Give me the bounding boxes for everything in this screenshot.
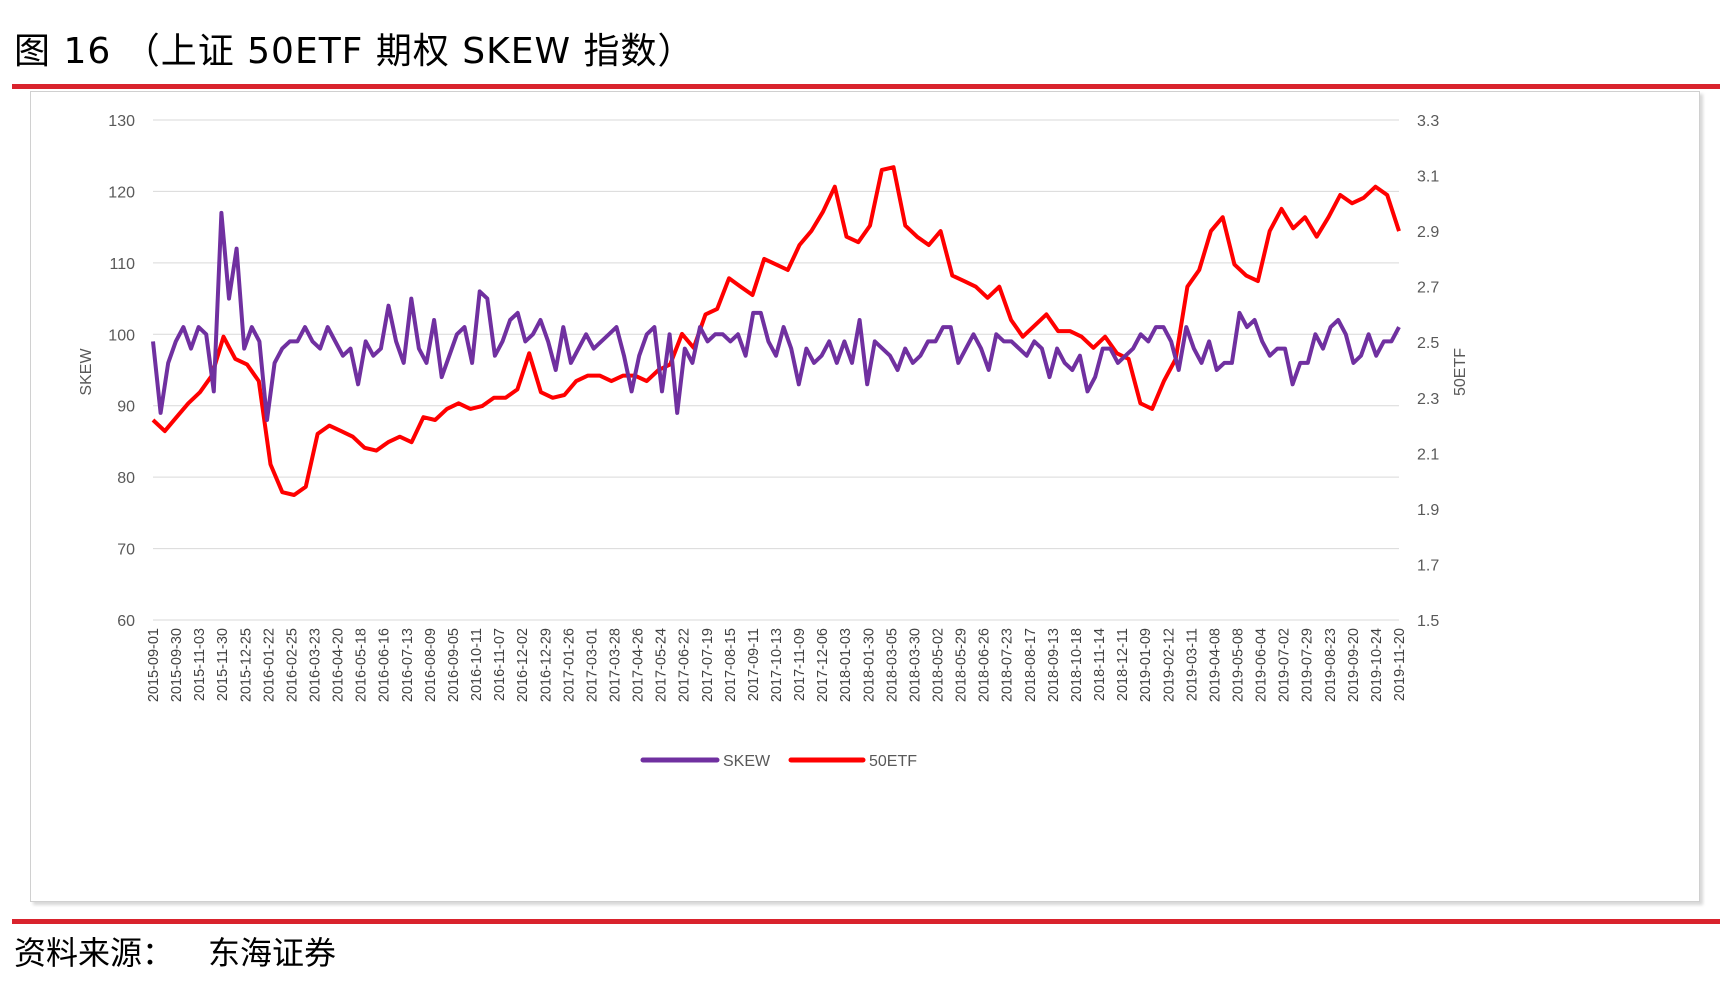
x-tick-label: 2018-05-02 <box>931 628 947 702</box>
legend-label-skew: SKEW <box>723 753 771 770</box>
x-tick-label: 2016-05-18 <box>354 628 370 702</box>
x-tick-label: 2019-11-20 <box>1392 628 1408 701</box>
right-y-tick-label: 3.3 <box>1417 113 1439 130</box>
legend: SKEW 50ETF <box>640 753 917 770</box>
x-tick-label: 2016-07-13 <box>400 628 416 702</box>
right-y-tick-label: 1.7 <box>1417 557 1439 574</box>
series-line-skew <box>151 210 1401 422</box>
left-y-tick-label: 70 <box>117 542 135 559</box>
x-tick-label: 2016-09-05 <box>446 628 462 702</box>
series-lines <box>151 165 1401 497</box>
right-y-tick-label: 2.9 <box>1417 224 1439 241</box>
x-tick-label: 2019-05-08 <box>1230 628 1246 702</box>
x-tick-label: 2019-10-24 <box>1369 628 1385 702</box>
x-tick-label: 2015-11-03 <box>192 628 208 701</box>
right-y-tick-label: 1.5 <box>1417 613 1439 630</box>
x-tick-label: 2018-03-30 <box>907 628 923 702</box>
x-tick-label: 2017-03-28 <box>607 628 623 702</box>
x-tick-label: 2017-06-22 <box>677 628 693 702</box>
x-tick-label: 2017-07-19 <box>700 628 716 702</box>
x-tick-label: 2016-04-20 <box>331 628 347 702</box>
left-y-tick-label: 60 <box>117 613 135 630</box>
x-tick-label: 2016-11-07 <box>492 628 508 701</box>
x-tick-label: 2018-12-11 <box>1115 628 1131 701</box>
left-y-tick-label: 110 <box>109 256 135 273</box>
left-y-tick-label: 90 <box>117 399 135 416</box>
x-tick-label: 2015-09-01 <box>146 628 162 702</box>
x-tick-label: 2018-08-17 <box>1023 628 1039 702</box>
x-tick-label: 2018-01-30 <box>861 628 877 702</box>
x-tick-label: 2019-07-29 <box>1300 628 1316 702</box>
right-y-tick-label: 3.1 <box>1417 169 1439 186</box>
chart-container: 60 70 80 90 100 110 120 130 1.5 1.7 1.9 2.1 2.3 2.5 2… <box>30 91 1700 902</box>
series-line-50etf <box>151 165 1401 497</box>
right-y-tick-label: 2.3 <box>1417 391 1439 408</box>
x-tick-label: 2019-09-20 <box>1346 628 1362 702</box>
x-tick-label: 2016-06-16 <box>377 628 393 702</box>
right-y-axis: 1.5 1.7 1.9 2.1 2.3 2.5 2.7 2.9 3.1 3.3 <box>1417 113 1439 630</box>
x-tick-label: 2017-03-01 <box>584 628 600 702</box>
x-tick-label: 2015-12-25 <box>238 628 254 702</box>
x-tick-label: 2017-10-13 <box>769 628 785 702</box>
right-y-tick-label: 2.1 <box>1417 446 1439 463</box>
right-y-tick-label: 1.9 <box>1417 502 1439 519</box>
right-y-tick-label: 2.7 <box>1417 280 1439 297</box>
x-tick-label: 2018-09-13 <box>1046 628 1062 702</box>
x-axis-ticks: 2015-09-01 2015-09-30 2015-11-03 2015-11-30… <box>146 628 1408 702</box>
source-publisher: 东海证券 <box>208 934 337 972</box>
x-tick-label: 2017-01-26 <box>561 628 577 702</box>
top-rule <box>12 84 1720 89</box>
left-y-tick-label: 100 <box>108 327 135 344</box>
x-tick-label: 2015-11-30 <box>215 628 231 701</box>
source-note: 资料来源： 东海证券 <box>14 933 336 973</box>
left-y-tick-label: 120 <box>108 184 135 201</box>
x-tick-label: 2016-10-11 <box>469 628 485 701</box>
x-tick-label: 2018-07-23 <box>1000 628 1016 702</box>
right-y-axis-label: 50ETF <box>1452 348 1469 396</box>
x-tick-label: 2017-09-11 <box>746 628 762 701</box>
x-tick-label: 2016-01-22 <box>261 628 277 702</box>
x-tick-label: 2015-09-30 <box>169 628 185 702</box>
x-tick-label: 2018-01-03 <box>838 628 854 702</box>
x-tick-label: 2019-01-09 <box>1138 628 1154 702</box>
x-tick-label: 2017-11-09 <box>792 628 808 701</box>
x-tick-label: 2019-02-12 <box>1161 628 1177 702</box>
left-y-tick-label: 130 <box>108 113 135 130</box>
left-y-axis: 60 70 80 90 100 110 120 130 <box>108 113 135 630</box>
x-tick-label: 2019-06-04 <box>1254 628 1270 702</box>
x-tick-label: 2019-03-11 <box>1184 628 1200 701</box>
x-tick-label: 2016-03-23 <box>308 628 324 702</box>
x-tick-label: 2018-10-18 <box>1069 628 1085 702</box>
x-tick-label: 2016-12-29 <box>538 628 554 702</box>
x-tick-label: 2018-11-14 <box>1092 628 1108 701</box>
x-tick-label: 2019-08-23 <box>1323 628 1339 702</box>
bottom-rule <box>12 919 1720 924</box>
right-y-tick-label: 2.5 <box>1417 335 1439 352</box>
x-tick-label: 2017-04-26 <box>631 628 647 702</box>
left-y-tick-label: 80 <box>117 470 135 487</box>
skew-etf-chart: 60 70 80 90 100 110 120 130 1.5 1.7 1.9 2.1 2.3 2.5 2… <box>78 113 1469 770</box>
x-tick-label: 2018-05-29 <box>954 628 970 702</box>
gridlines <box>153 119 1399 621</box>
x-tick-label: 2018-03-05 <box>884 628 900 702</box>
figure-title: 图 16 （上证 50ETF 期权 SKEW 指数） <box>14 31 695 72</box>
x-tick-label: 2019-04-08 <box>1207 628 1223 702</box>
x-tick-label: 2017-08-15 <box>723 628 739 702</box>
legend-label-etf: 50ETF <box>869 753 917 770</box>
source-label: 资料来源： <box>14 934 175 972</box>
x-tick-label: 2016-12-02 <box>515 628 531 702</box>
x-tick-label: 2017-05-24 <box>654 628 670 702</box>
x-tick-label: 2018-06-26 <box>977 628 993 702</box>
x-tick-label: 2016-02-25 <box>284 628 300 702</box>
left-y-axis-label: SKEW <box>78 348 95 396</box>
x-tick-label: 2016-08-09 <box>423 628 439 702</box>
x-tick-label: 2017-12-06 <box>815 628 831 702</box>
x-tick-label: 2019-07-02 <box>1277 628 1293 702</box>
